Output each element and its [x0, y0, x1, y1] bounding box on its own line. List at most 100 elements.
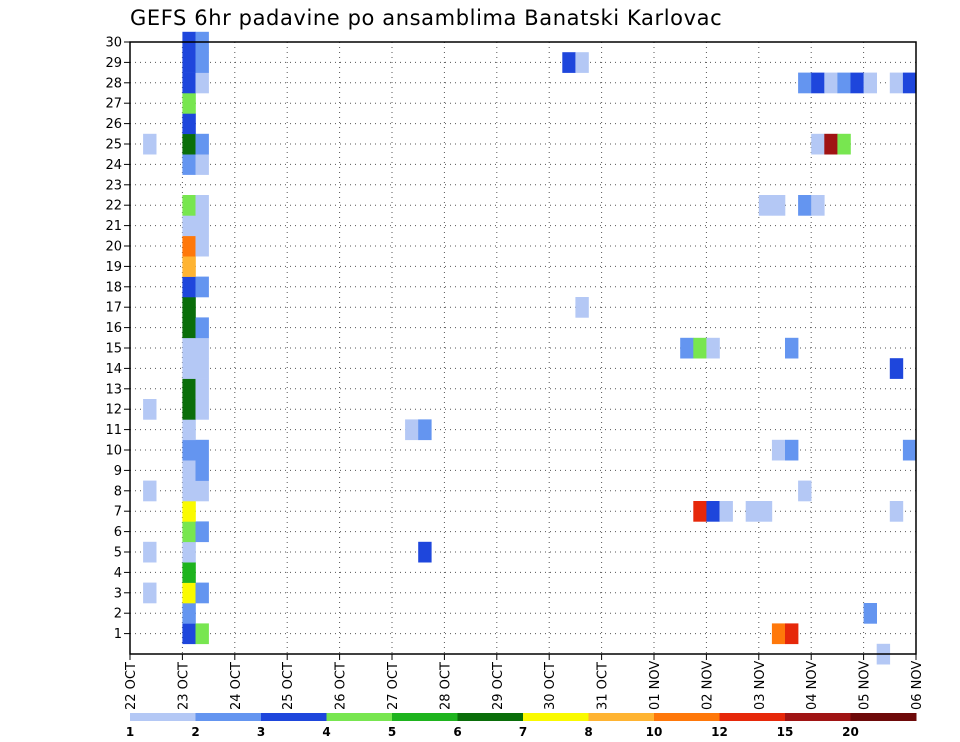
- heatmap-cell: [182, 378, 196, 400]
- heatmap-cell: [758, 195, 773, 216]
- heatmap-cell: [182, 603, 196, 624]
- heatmap-cell: [182, 154, 196, 175]
- y-tick-label: 1: [114, 627, 122, 642]
- x-tick-label: 01 NOV: [648, 661, 663, 710]
- colorbar-swatch: [654, 713, 720, 721]
- heatmap-cell: [182, 337, 196, 359]
- colorbar-swatch: [195, 713, 262, 721]
- y-tick-label: 14: [105, 362, 122, 377]
- heatmap-cell: [182, 235, 196, 257]
- heatmap-cell: [798, 480, 812, 502]
- x-tick-label: 31 OCT: [596, 662, 611, 710]
- heatmap-cell: [143, 480, 157, 502]
- colorbar-swatch: [719, 713, 786, 721]
- y-tick-label: 9: [114, 464, 122, 479]
- heatmap-cell: [575, 297, 589, 318]
- x-tick-label: 04 NOV: [805, 661, 820, 710]
- heatmap-cell: [143, 399, 157, 420]
- colorbar-swatch: [850, 713, 917, 721]
- heatmap-cell: [758, 501, 773, 522]
- y-tick-label: 19: [105, 260, 122, 275]
- heatmap-cell: [195, 215, 209, 237]
- heatmap-cell: [182, 562, 196, 583]
- colorbar-swatch: [392, 713, 458, 721]
- x-tick-label: 03 NOV: [753, 661, 768, 710]
- heatmap-cell: [575, 52, 589, 73]
- heatmap-cell: [811, 133, 825, 155]
- heatmap-cell: [182, 276, 196, 298]
- heatmap-cell: [889, 72, 904, 94]
- heatmap-cell: [195, 235, 209, 257]
- heatmap-cell: [182, 623, 196, 645]
- heatmap-cell: [863, 72, 877, 94]
- y-tick-label: 2: [114, 607, 122, 622]
- heatmap-cell: [182, 256, 196, 277]
- x-tick-label: 23 OCT: [176, 662, 191, 710]
- x-tick-label: 05 NOV: [858, 661, 873, 710]
- y-tick-label: 26: [105, 117, 122, 132]
- colorbar-swatch: [261, 713, 327, 721]
- y-tick-label: 3: [114, 586, 122, 601]
- heatmap-cell: [182, 52, 196, 73]
- heatmap-cell: [182, 399, 196, 420]
- heatmap-cell: [889, 358, 904, 379]
- heatmap-cell: [143, 582, 157, 604]
- heatmap-cell: [182, 480, 196, 502]
- x-tick-label: 27 OCT: [386, 662, 401, 710]
- colorbar-label: 6: [453, 725, 461, 739]
- heatmap-cell: [182, 133, 196, 155]
- y-tick-label: 21: [105, 219, 122, 234]
- heatmap-cell: [771, 195, 786, 216]
- heatmap-cell: [837, 72, 851, 94]
- colorbar-label: 7: [519, 725, 527, 739]
- heatmap-cell: [195, 154, 209, 175]
- heatmap-cell: [693, 337, 707, 359]
- heatmap-cell: [798, 195, 812, 216]
- y-tick-label: 25: [105, 138, 122, 153]
- heatmap-cell: [182, 72, 196, 94]
- y-tick-label: 24: [105, 158, 122, 173]
- heatmap-cell: [195, 480, 209, 502]
- heatmap-cell: [182, 358, 196, 379]
- y-tick-label: 30: [105, 36, 122, 51]
- heatmap-cell: [143, 541, 157, 563]
- y-tick-label: 8: [114, 484, 122, 499]
- heatmap-cell: [902, 439, 917, 461]
- x-axis: 22 OCT 23 OCT 24 OCT 25 OCT 26 OCT 27 OCT 28 O…: [124, 654, 925, 710]
- colorbar-swatch: [130, 713, 196, 721]
- y-tick-label: 16: [105, 321, 122, 336]
- heatmap-cell: [837, 133, 851, 155]
- y-tick-label: 12: [105, 403, 122, 418]
- x-tick-label: 29 OCT: [491, 662, 506, 710]
- y-tick-label: 27: [105, 97, 122, 112]
- heatmap-cell: [771, 439, 786, 461]
- y-tick-label: 29: [105, 56, 122, 71]
- heatmap-cell: [771, 623, 786, 645]
- heatmap-cell: [195, 623, 209, 645]
- heatmap-cell: [195, 133, 209, 155]
- colorbar-label: 15: [777, 725, 794, 739]
- x-tick-label: 02 NOV: [700, 661, 715, 710]
- heatmap-cell: [195, 378, 209, 400]
- heatmap-cell: [182, 521, 196, 543]
- heatmap-cell: [182, 195, 196, 216]
- heatmap-cell: [182, 541, 196, 563]
- colorbar-swatch: [523, 713, 589, 721]
- y-tick-label: 17: [105, 301, 122, 316]
- heatmap-cell: [785, 623, 799, 645]
- y-tick-label: 4: [114, 566, 122, 581]
- heatmap-cell: [562, 52, 576, 73]
- x-tick-label: 22 OCT: [124, 662, 139, 710]
- y-axis: 1234567891011121314151617181920212223242…: [105, 36, 130, 642]
- y-tick-label: 15: [105, 342, 122, 357]
- x-tick-label: 25 OCT: [281, 662, 296, 710]
- colorbar-swatch: [588, 713, 655, 721]
- colorbar-label: 8: [584, 725, 592, 739]
- y-tick-label: 18: [105, 280, 122, 295]
- colorbar-label: 1: [126, 725, 134, 739]
- heatmap-cell: [824, 133, 838, 155]
- colorbar-label: 4: [322, 725, 330, 739]
- heatmap-cell: [143, 133, 157, 155]
